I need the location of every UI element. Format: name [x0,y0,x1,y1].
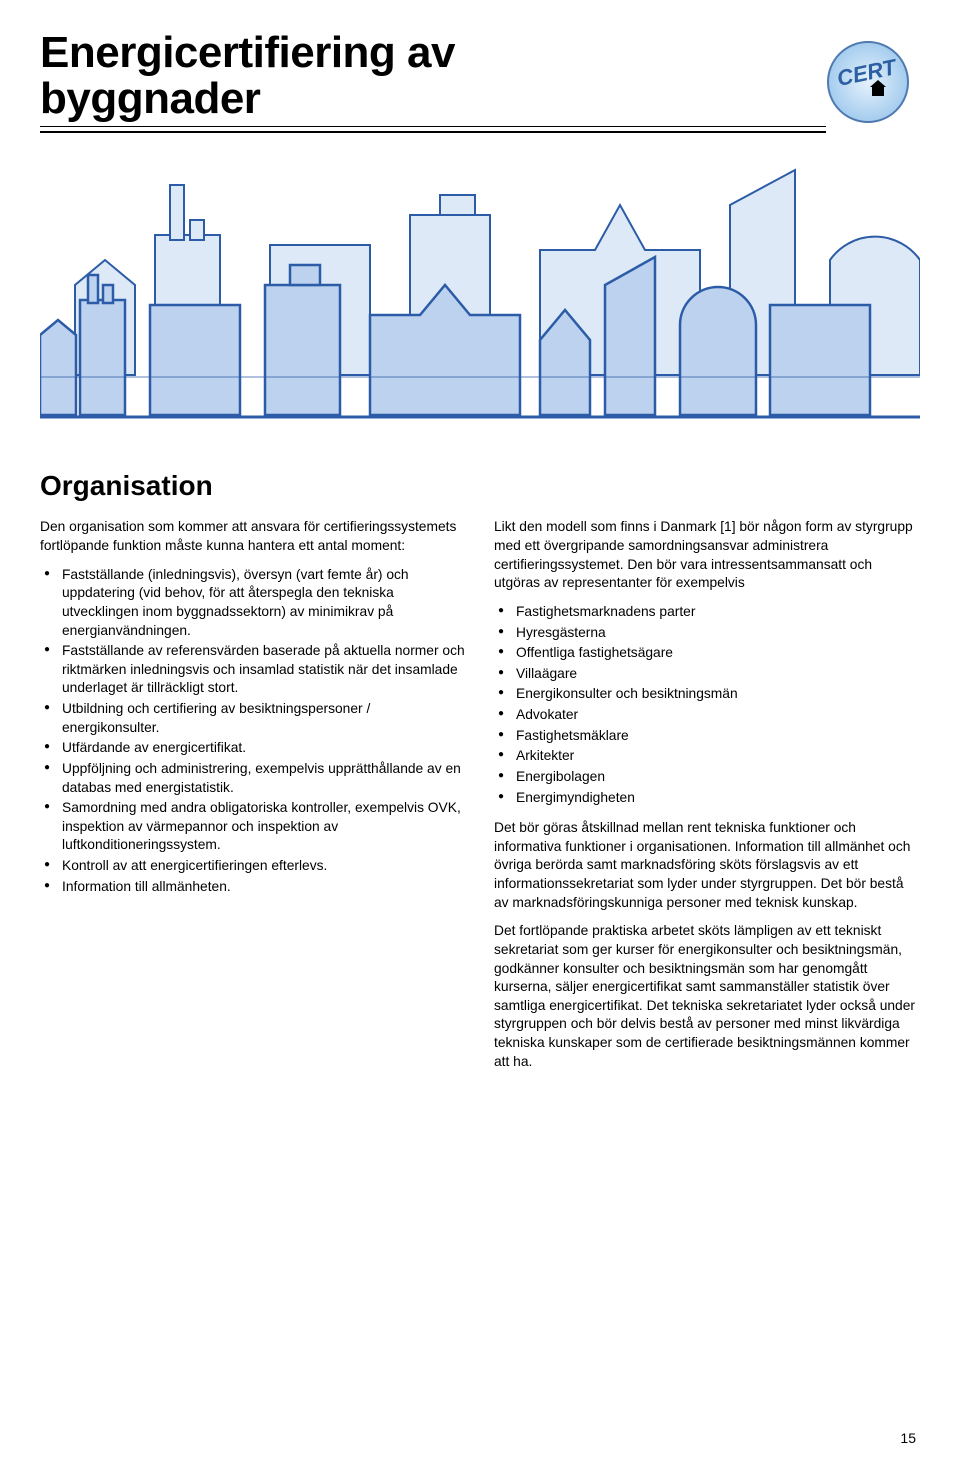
list-item: Hyresgästerna [494,624,920,643]
header-row: Energicertifiering av byggnader CERT [40,30,920,135]
list-item: Energikonsulter och besiktningsmän [494,685,920,704]
list-item: Fastighetsmarknadens parter [494,603,920,622]
left-bullet-list: Fastställande (inledningsvis), översyn (… [40,566,466,897]
list-item: Utfärdande av energicertifikat. [40,739,466,758]
cert-badge-icon: CERT [826,40,910,124]
list-item: Energimyndigheten [494,789,920,808]
title-block: Energicertifiering av byggnader [40,30,826,135]
left-column: Den organisation som kommer att ansvara … [40,518,466,1081]
right-column: Likt den modell som finns i Danmark [1] … [494,518,920,1081]
list-item: Villaägare [494,665,920,684]
cert-badge: CERT [826,40,910,124]
list-item: Uppföljning och administrering, exempelv… [40,760,466,797]
right-p2: Det bör göras åtskillnad mellan rent tek… [494,819,920,912]
list-item: Kontroll av att energicertifieringen eft… [40,857,466,876]
list-item: Fastighetsmäklare [494,727,920,746]
skyline-illustration [40,165,920,435]
list-item: Fastställande av referensvärden baserade… [40,642,466,698]
list-item: Arkitekter [494,747,920,766]
title-underline [40,126,826,133]
list-item: Utbildning och certifiering av besiktnin… [40,700,466,737]
list-item: Offentliga fastighetsägare [494,644,920,663]
left-intro: Den organisation som kommer att ansvara … [40,518,466,555]
list-item: Information till allmänheten. [40,878,466,897]
page-title-line1: Energicertifiering av [40,30,826,76]
list-item: Energibolagen [494,768,920,787]
columns: Den organisation som kommer att ansvara … [40,518,920,1081]
page-title-line2: byggnader [40,76,826,122]
right-p3: Det fortlöpande praktiska arbetet sköts … [494,922,920,1071]
right-bullet-list: Fastighetsmarknadens parter Hyresgästerna… [494,603,920,807]
right-intro: Likt den modell som finns i Danmark [1] … [494,518,920,593]
list-item: Samordning med andra obligatoriska kontr… [40,799,466,855]
page-number: 15 [900,1430,916,1446]
section-title: Organisation [40,470,920,502]
list-item: Advokater [494,706,920,725]
list-item: Fastställande (inledningsvis), översyn (… [40,566,466,641]
